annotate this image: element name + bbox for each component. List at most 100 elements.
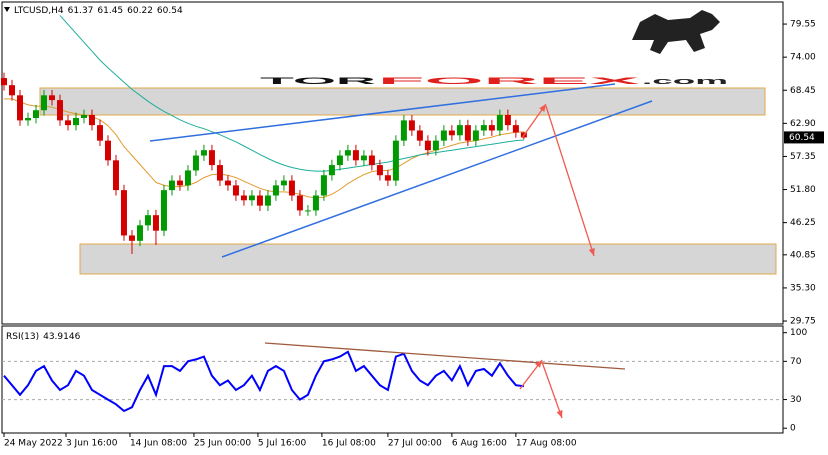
candle-body — [512, 125, 519, 133]
y-tick-label: 57.35 — [790, 152, 816, 162]
candle-body — [424, 140, 431, 151]
candle-body — [344, 150, 351, 156]
candle-body — [288, 180, 295, 196]
logo-left: TOR — [260, 76, 379, 86]
candle-body — [400, 120, 407, 141]
candle-body — [8, 85, 15, 96]
candle-body — [296, 195, 303, 211]
candle-body — [40, 95, 47, 111]
candle-body — [280, 180, 287, 186]
candle-body — [80, 114, 87, 118]
trend-line — [221, 100, 653, 258]
candle-body — [328, 165, 335, 176]
symbol: LTCUSD,H4 — [14, 6, 64, 16]
trend-line — [149, 83, 616, 142]
candle-body — [152, 215, 159, 231]
x-tick-label: 5 Jul 16:00 — [258, 439, 307, 449]
candle-body — [48, 95, 55, 101]
candle-body — [64, 120, 71, 126]
candle-body — [16, 95, 23, 121]
candle-body — [0, 78, 7, 86]
candle-body — [368, 155, 375, 166]
candle-body — [504, 114, 511, 126]
y-tick-label: 70 — [790, 357, 802, 367]
candle-body — [480, 125, 487, 131]
forecast-arrow — [541, 361, 563, 419]
candle-body — [56, 100, 63, 121]
candle-body — [144, 215, 151, 226]
ohlc-value: 60.54 — [157, 6, 183, 16]
candle-body — [448, 130, 455, 136]
candle-body — [200, 150, 207, 156]
candle-body — [312, 195, 319, 211]
y-tick-label: 40.85 — [790, 250, 816, 260]
candle-body — [256, 195, 263, 206]
candle-body — [432, 140, 439, 151]
candle-body — [456, 125, 463, 136]
candle-body — [224, 180, 231, 186]
logo-suffix: .com — [642, 76, 728, 86]
arrow-head — [588, 248, 595, 256]
candle-body — [496, 114, 503, 131]
candle-body — [72, 117, 79, 126]
x-tick-label: 16 Jul 08:00 — [322, 439, 376, 449]
support-zone — [79, 243, 777, 275]
candle-body — [184, 170, 191, 186]
candle-body — [192, 155, 199, 171]
y-tick-label: 0 — [790, 424, 796, 434]
candle-body — [160, 190, 167, 231]
candle-body — [128, 235, 135, 241]
y-tick-label: 74.00 — [790, 53, 816, 63]
candle-body — [176, 180, 183, 186]
rsi-pane — [1, 325, 784, 434]
candle-body — [272, 185, 279, 196]
candle-body — [136, 225, 143, 241]
y-tick-label: 29.75 — [790, 317, 816, 327]
candle-body — [320, 175, 327, 196]
arrow-head — [535, 360, 542, 368]
logo-bull — [632, 10, 720, 54]
candle-body — [112, 160, 119, 191]
price-marker — [784, 131, 824, 144]
candle-body — [248, 195, 255, 201]
logo-right: FOREX — [378, 76, 640, 86]
x-tick-label: 17 Aug 08:00 — [516, 439, 577, 449]
candle-body — [392, 140, 399, 181]
y-tick-label: 79.55 — [790, 20, 816, 30]
x-tick-label: 25 Jun 00:00 — [194, 439, 251, 449]
x-tick-label: 3 Jun 16:00 — [66, 439, 118, 449]
y-tick-label: 51.80 — [790, 185, 816, 195]
candle-body — [384, 175, 391, 181]
candle-body — [96, 125, 103, 141]
moving-average — [59, 15, 524, 172]
x-tick-label: 24 May 2022 — [4, 439, 63, 449]
arrow-head — [556, 410, 563, 418]
rsi-trend-line — [264, 342, 626, 370]
y-tick-label: 68.45 — [790, 86, 816, 96]
candle-body — [208, 150, 215, 166]
x-tick-label: 27 Jul 00:00 — [388, 439, 442, 449]
candle-body — [240, 195, 247, 201]
x-tick-label: 14 Jun 08:00 — [130, 439, 187, 449]
y-tick-label: 30 — [790, 395, 802, 405]
forecast-arrow — [545, 105, 595, 257]
ohlc-value: 60.22 — [127, 6, 153, 16]
y-tick-label: 35.30 — [790, 283, 816, 293]
candle-body — [360, 155, 367, 161]
candle-body — [24, 117, 31, 121]
x-tick-label: 6 Aug 16:00 — [452, 439, 507, 449]
indicator-label: RSI(13) 43.9146 — [6, 332, 81, 342]
indicator-value: 43.9146 — [43, 332, 80, 342]
candle-body — [120, 190, 127, 236]
ohlc-value: 61.45 — [97, 6, 123, 16]
logo: TOR FOREX .com — [260, 10, 728, 86]
candle-body — [216, 165, 223, 181]
candle-body — [32, 110, 39, 118]
chart-header: LTCUSD,H4 61.37 61.45 60.22 60.54 — [14, 6, 183, 16]
candle-body — [488, 125, 495, 131]
rsi-line — [3, 350, 525, 413]
y-tick-label: 100 — [790, 328, 807, 338]
candle-body — [264, 195, 271, 206]
candle-body — [104, 140, 111, 161]
